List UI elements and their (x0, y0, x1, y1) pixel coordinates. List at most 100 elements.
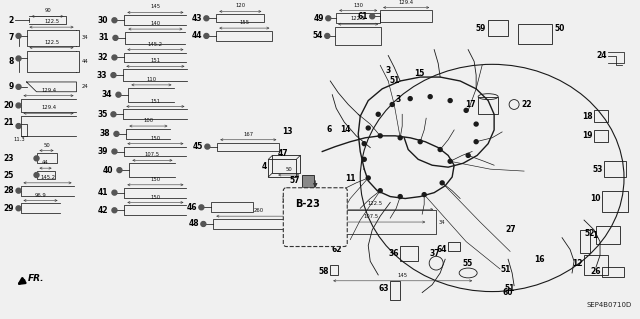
Text: 107.5: 107.5 (364, 214, 379, 219)
Text: 9: 9 (8, 82, 13, 91)
Text: 50: 50 (285, 167, 292, 172)
Circle shape (422, 193, 426, 197)
Text: 34: 34 (438, 219, 445, 225)
Text: 129.4: 129.4 (41, 105, 56, 110)
Text: 150: 150 (150, 136, 161, 141)
Circle shape (466, 153, 470, 157)
Circle shape (408, 97, 412, 100)
Bar (216, 31, 272, 41)
Circle shape (378, 134, 382, 138)
Text: 167: 167 (243, 132, 253, 137)
Text: 4: 4 (262, 162, 268, 171)
Text: 41: 41 (98, 188, 108, 197)
Circle shape (16, 85, 21, 89)
Text: 25: 25 (3, 171, 13, 180)
Circle shape (448, 99, 452, 102)
Text: 33: 33 (97, 70, 108, 80)
Bar (580, 230, 590, 253)
Text: 34: 34 (81, 35, 88, 41)
Circle shape (16, 206, 21, 211)
Text: 45: 45 (193, 142, 204, 151)
Text: 52: 52 (585, 229, 595, 238)
Bar (268, 160, 296, 177)
Text: 110: 110 (147, 77, 157, 82)
Bar (390, 281, 400, 300)
Text: 44: 44 (81, 59, 88, 64)
Circle shape (324, 33, 330, 38)
Text: 145: 145 (397, 273, 408, 278)
Text: 129.4: 129.4 (41, 88, 56, 93)
Bar (380, 11, 432, 22)
Text: 3: 3 (396, 95, 401, 104)
Text: 50: 50 (554, 24, 564, 33)
Text: SEP4B0710D: SEP4B0710D (587, 302, 632, 308)
Text: 46: 46 (187, 203, 197, 212)
Circle shape (366, 126, 370, 130)
Circle shape (111, 73, 116, 78)
Bar (518, 24, 552, 44)
Text: 145.2: 145.2 (40, 175, 55, 180)
Text: 36: 36 (388, 249, 399, 258)
Text: 120: 120 (236, 4, 245, 9)
Text: 51: 51 (389, 77, 399, 85)
Text: 3: 3 (385, 66, 391, 75)
Text: 44: 44 (192, 32, 202, 41)
Text: 62: 62 (331, 245, 342, 254)
Text: 1: 1 (592, 231, 597, 240)
Text: 155: 155 (239, 20, 250, 25)
Circle shape (428, 95, 432, 99)
Text: 96.9: 96.9 (35, 193, 46, 197)
Circle shape (474, 122, 478, 126)
Bar (36, 153, 56, 163)
Bar (330, 265, 339, 275)
Circle shape (34, 173, 39, 177)
Bar (594, 130, 608, 142)
Bar (218, 143, 279, 151)
Text: FR.: FR. (28, 274, 44, 283)
Text: 5: 5 (336, 225, 341, 234)
Bar (336, 13, 380, 23)
Text: 63: 63 (379, 284, 389, 293)
Text: 20: 20 (3, 101, 13, 110)
Text: 54: 54 (313, 32, 323, 41)
Text: 30: 30 (98, 16, 108, 25)
Circle shape (112, 55, 117, 60)
Circle shape (366, 176, 370, 180)
Circle shape (398, 136, 402, 140)
Text: 31: 31 (99, 33, 109, 42)
Circle shape (398, 195, 402, 198)
Text: 12: 12 (573, 259, 583, 268)
Text: 58: 58 (319, 266, 329, 276)
Text: 51: 51 (501, 264, 511, 274)
Circle shape (117, 168, 122, 173)
Bar (602, 267, 624, 277)
Circle shape (204, 16, 209, 21)
Circle shape (440, 181, 444, 185)
Text: 122.5: 122.5 (44, 19, 59, 24)
Circle shape (16, 56, 21, 61)
Text: 140: 140 (150, 21, 161, 26)
Text: 6: 6 (326, 125, 332, 134)
Circle shape (205, 144, 210, 149)
Text: 23: 23 (3, 154, 13, 163)
Text: 11: 11 (345, 174, 355, 183)
Text: 48: 48 (189, 219, 200, 228)
Circle shape (204, 33, 209, 38)
Text: 107.5: 107.5 (145, 152, 160, 157)
Text: 24: 24 (81, 84, 88, 89)
Bar (594, 110, 608, 122)
Bar (602, 191, 628, 212)
Circle shape (113, 35, 118, 40)
Text: 24: 24 (596, 51, 607, 60)
Circle shape (474, 140, 478, 144)
Text: 40: 40 (103, 166, 113, 174)
Text: 28: 28 (3, 186, 13, 195)
Text: 55: 55 (462, 259, 472, 268)
Bar (488, 20, 508, 36)
Bar (310, 202, 320, 211)
Text: 44: 44 (42, 160, 49, 165)
Bar (478, 97, 498, 114)
Text: 60: 60 (503, 288, 513, 297)
Text: 47: 47 (278, 149, 288, 158)
Circle shape (418, 140, 422, 144)
